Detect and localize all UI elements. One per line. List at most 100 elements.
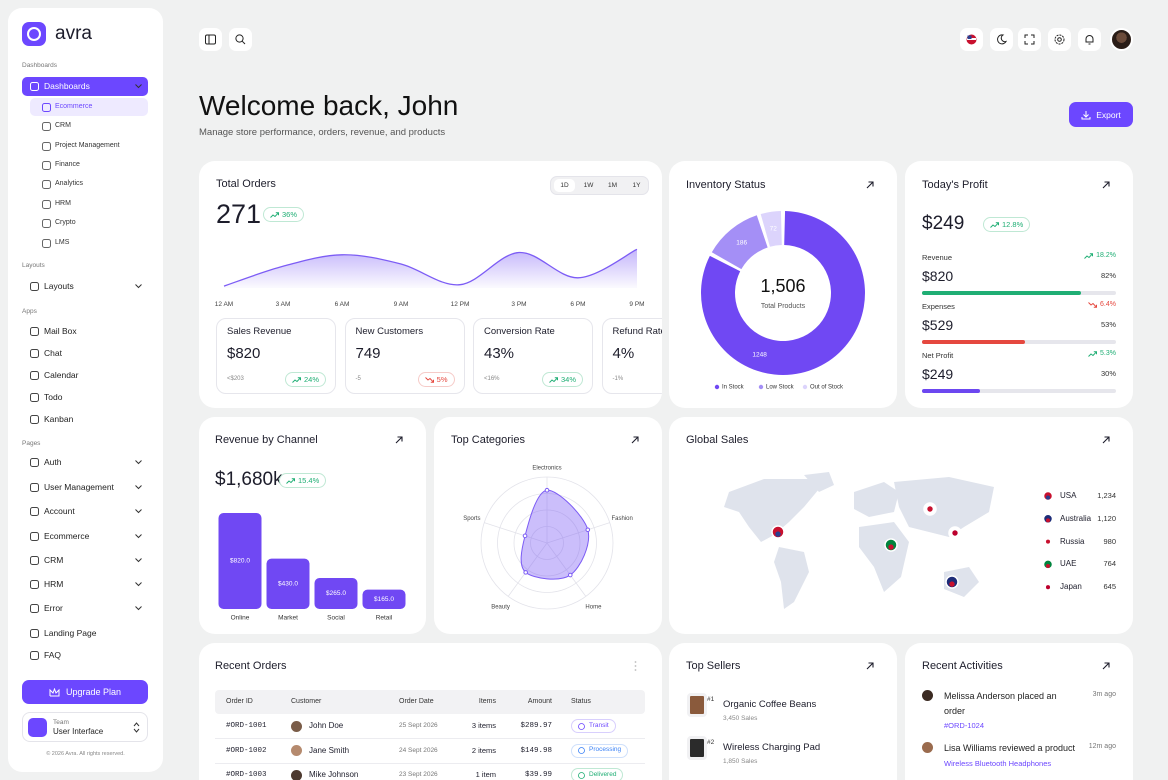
metric-label: Net Profit bbox=[922, 351, 954, 360]
bar-value-label: $265.0 bbox=[326, 590, 346, 597]
menu-item[interactable]: Calendar bbox=[44, 370, 79, 380]
submenu-item[interactable]: Analytics bbox=[55, 180, 84, 187]
open-icon[interactable] bbox=[1102, 436, 1110, 444]
menu-item[interactable]: Landing Page bbox=[44, 628, 97, 638]
menu-item-active[interactable] bbox=[22, 76, 148, 96]
menu-item[interactable]: Error bbox=[44, 603, 63, 613]
menu-icon-shape bbox=[30, 506, 39, 516]
bar bbox=[314, 577, 358, 609]
country-sales: 980 bbox=[1103, 536, 1116, 546]
submenu-item[interactable]: HRM bbox=[55, 200, 71, 207]
open-icon[interactable] bbox=[866, 181, 874, 189]
range-tab[interactable]: 1M bbox=[607, 182, 618, 189]
x-tick-label: 9 AM bbox=[394, 301, 409, 308]
range-tab[interactable]: 1Y bbox=[632, 182, 641, 189]
continent bbox=[854, 482, 899, 517]
area-line bbox=[223, 248, 638, 287]
open-icon[interactable] bbox=[631, 436, 639, 444]
user-avatar[interactable] bbox=[1110, 28, 1133, 51]
range-tab[interactable]: 1D bbox=[554, 179, 575, 192]
donut-chart: 1248 186 72 1,506 Total Products In Stock Low … bbox=[701, 211, 865, 391]
menu-icon bbox=[30, 370, 39, 380]
open-icon[interactable] bbox=[1102, 181, 1110, 189]
settings-button-glyph bbox=[1054, 34, 1065, 45]
x-tick-label: 3 PM bbox=[511, 301, 526, 308]
chevron-shape bbox=[135, 582, 142, 587]
order-amount: $39.99 bbox=[524, 771, 552, 779]
continent bbox=[859, 522, 909, 592]
language-button[interactable] bbox=[960, 28, 983, 51]
settings-button[interactable] bbox=[1048, 28, 1071, 51]
activity-avatar bbox=[922, 690, 933, 701]
menu-item[interactable]: Layouts bbox=[44, 281, 74, 291]
radar-point bbox=[585, 527, 591, 533]
submenu-item[interactable]: Crypto bbox=[55, 219, 76, 226]
country-flag-detail bbox=[1045, 563, 1051, 568]
metric-change-value: 5.3% bbox=[1100, 350, 1116, 357]
menu-item[interactable]: Kanban bbox=[44, 414, 74, 424]
range-tabs: 1D 1W 1M 1Y bbox=[550, 176, 649, 195]
chevron bbox=[135, 606, 142, 611]
menu-item[interactable]: Mail Box bbox=[44, 326, 77, 336]
menu-item[interactable]: Todo bbox=[44, 392, 63, 402]
team-switcher[interactable]: Team User Interface bbox=[22, 712, 148, 742]
menu-item[interactable]: Auth bbox=[44, 457, 62, 467]
kpi-value: $820 bbox=[227, 345, 261, 362]
top-categories-card: Top Categories Electronics Fashion Home Beau… bbox=[434, 417, 662, 634]
open-icon[interactable] bbox=[395, 436, 403, 444]
menu-item[interactable]: FAQ bbox=[44, 650, 62, 660]
product-image bbox=[687, 736, 707, 760]
theme-button[interactable] bbox=[990, 28, 1013, 51]
map-marker-detail bbox=[949, 581, 955, 587]
open-icon[interactable] bbox=[1102, 662, 1110, 670]
submenu-item[interactable]: Project Management bbox=[55, 142, 120, 149]
submenu-item[interactable]: Finance bbox=[55, 161, 80, 168]
submenu-item[interactable]: Ecommerce bbox=[55, 103, 93, 110]
kpi-value: 4% bbox=[612, 345, 635, 362]
menu-item[interactable]: User Management bbox=[44, 482, 114, 492]
sidebar-toggle[interactable] bbox=[199, 28, 222, 51]
country-name: UAE bbox=[1060, 559, 1077, 569]
menu-item[interactable]: Chat bbox=[44, 348, 62, 358]
upgrade-button[interactable]: Upgrade Plan bbox=[22, 680, 148, 704]
map-marker-detail bbox=[775, 531, 781, 537]
submenu-item[interactable]: CRM bbox=[55, 122, 71, 129]
search-button[interactable] bbox=[229, 28, 252, 51]
logo-mark bbox=[27, 27, 41, 41]
open-icon[interactable] bbox=[866, 662, 874, 670]
donut-segment bbox=[711, 215, 768, 270]
fullscreen-button[interactable] bbox=[1018, 28, 1041, 51]
metric-label: Expenses bbox=[922, 302, 955, 311]
trend-head bbox=[275, 211, 279, 215]
menu-icon-shape bbox=[30, 392, 39, 402]
menu-item[interactable]: HRM bbox=[44, 579, 64, 589]
metric-label: Revenue bbox=[922, 253, 953, 262]
orders-value: 271 bbox=[216, 199, 262, 229]
change-badge: 36% bbox=[263, 207, 305, 222]
menu-item[interactable]: Ecommerce bbox=[44, 531, 90, 541]
export-button[interactable]: Export bbox=[1069, 102, 1133, 127]
menu-icon-shape bbox=[30, 457, 39, 467]
menu-icon-shape bbox=[30, 650, 39, 660]
card-title: Top Categories bbox=[451, 434, 525, 446]
chevron bbox=[135, 284, 142, 289]
kpi-value: 749 bbox=[355, 345, 381, 362]
trend-icon bbox=[549, 376, 558, 383]
trend-icon bbox=[1088, 350, 1098, 357]
notification-button[interactable] bbox=[1078, 28, 1101, 51]
submenu-item[interactable]: LMS bbox=[55, 239, 70, 246]
customer-name: John Doe bbox=[309, 721, 344, 730]
trend-line bbox=[1088, 350, 1097, 357]
submenu-item-active[interactable] bbox=[30, 98, 148, 116]
menu-item[interactable]: Dashboards bbox=[44, 81, 90, 91]
profit-card: Today's Profit $249 12.8% Revenue $820 18.2% 8… bbox=[905, 161, 1133, 408]
menu-icon bbox=[30, 555, 39, 565]
range-tab[interactable]: 1W bbox=[583, 182, 594, 189]
menu-icon-shape bbox=[42, 218, 51, 228]
section-title: Pages bbox=[22, 440, 41, 447]
kpi-previous: <16% bbox=[484, 376, 500, 382]
more-dot bbox=[634, 661, 637, 663]
menu-item[interactable]: Account bbox=[44, 506, 75, 516]
menu-item[interactable]: CRM bbox=[44, 555, 64, 565]
